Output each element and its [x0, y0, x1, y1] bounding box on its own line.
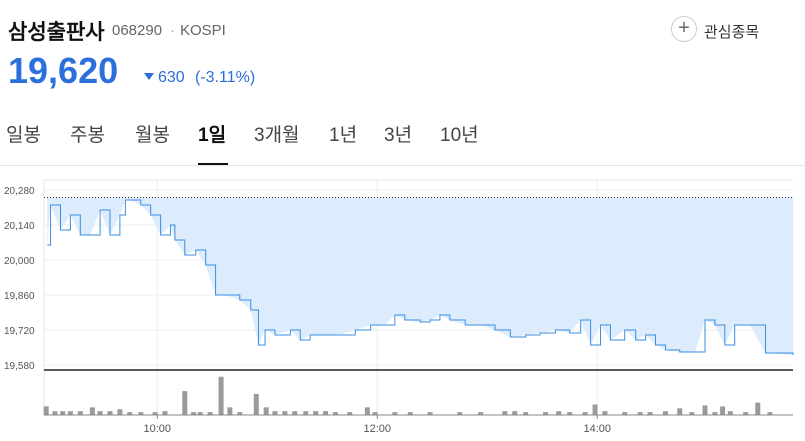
volume-bar — [323, 411, 329, 415]
volume-bar — [218, 376, 224, 415]
volume-bar — [182, 391, 188, 415]
volume-bar — [478, 412, 484, 415]
stock-code: 068290 — [112, 22, 163, 39]
volume-bar — [332, 412, 338, 415]
tab[interactable]: 10년 — [440, 125, 479, 146]
volume-bar — [107, 411, 113, 415]
volume-bar — [567, 412, 573, 415]
volume-bar — [282, 411, 288, 415]
volume-bar — [392, 412, 398, 415]
volume-bar — [512, 411, 518, 415]
add-icon[interactable]: + — [671, 16, 697, 42]
volume-bar — [364, 407, 370, 415]
volume-bar — [702, 405, 708, 415]
volume-bar — [272, 411, 278, 415]
tab[interactable]: 1년 — [329, 125, 358, 146]
volume-bar — [347, 412, 353, 415]
volume-bar — [727, 411, 733, 415]
divider — [0, 165, 805, 166]
volume-bar — [97, 411, 103, 415]
change: 630 — [158, 69, 185, 86]
x-tick-label: 12:00 — [363, 423, 391, 435]
x-tick-label: 14:00 — [583, 423, 611, 435]
volume-bar — [43, 406, 49, 415]
volume-bar — [543, 412, 549, 415]
volume-bar — [117, 409, 123, 415]
volume-bar — [372, 412, 378, 415]
volume-bar — [407, 412, 413, 415]
change-pct: (-3.11%) — [195, 69, 256, 86]
volume-bar — [138, 412, 144, 415]
y-tick-label: 20,000 — [4, 256, 35, 267]
volume-bar — [767, 412, 773, 415]
y-tick-label: 20,140 — [4, 221, 35, 232]
volume-bar — [622, 412, 628, 415]
separator: · — [170, 22, 175, 39]
volume-bar — [60, 411, 66, 415]
volume-bar — [127, 412, 133, 415]
y-tick-label: 20,280 — [4, 186, 35, 197]
tab[interactable]: 월봉 — [135, 125, 170, 146]
market: KOSPI — [180, 22, 226, 39]
volume-bar — [637, 412, 643, 415]
volume-bar — [755, 402, 761, 415]
tab[interactable]: 주봉 — [70, 125, 105, 146]
volume-bar — [207, 412, 213, 415]
volume-bar — [227, 407, 233, 415]
stock-name: 삼성출판사 — [8, 21, 105, 44]
y-tick-label: 19,860 — [4, 291, 35, 302]
volume-bar — [253, 393, 259, 415]
volume-bar — [592, 404, 598, 415]
tab[interactable]: 3개월 — [254, 125, 300, 146]
volume-bar — [523, 412, 529, 415]
volume-bar — [191, 412, 197, 415]
volume-bar — [677, 408, 683, 415]
volume-bar — [427, 412, 433, 415]
volume-bar — [582, 412, 588, 415]
volume-bar — [556, 411, 562, 415]
volume-bar — [712, 412, 718, 415]
volume-bar — [237, 412, 243, 415]
tab[interactable]: 3년 — [384, 125, 413, 146]
volume-bar — [313, 411, 319, 415]
price: 19,620 — [8, 50, 119, 91]
volume-bar — [152, 412, 158, 415]
down-arrow — [144, 73, 154, 80]
volume-bar — [457, 412, 463, 415]
volume-bar — [67, 411, 73, 415]
volume-bar — [743, 412, 749, 415]
volume-bar — [647, 412, 653, 415]
tab-underline — [198, 163, 228, 165]
volume-bar — [52, 411, 58, 415]
watch-button[interactable]: 관심종목 — [704, 24, 760, 41]
volume-bar — [263, 407, 269, 415]
price-area — [47, 197, 793, 355]
volume-bar — [720, 406, 726, 415]
volume-bar — [662, 411, 668, 415]
volume-bar — [77, 411, 83, 415]
volume-bar — [502, 411, 508, 415]
volume-bar — [303, 411, 309, 415]
tab[interactable]: 일봉 — [6, 125, 41, 146]
volume-bar — [292, 411, 298, 415]
x-tick-label: 10:00 — [144, 423, 172, 435]
y-tick-label: 19,720 — [4, 326, 35, 337]
price-line — [47, 199, 794, 355]
volume-bar — [602, 411, 608, 415]
tab[interactable]: 1일 — [198, 125, 227, 146]
volume-bar — [197, 412, 203, 415]
volume-bar — [162, 411, 168, 415]
y-tick-label: 19,580 — [4, 361, 35, 372]
volume-bar — [689, 412, 695, 415]
volume-bar — [89, 407, 95, 415]
